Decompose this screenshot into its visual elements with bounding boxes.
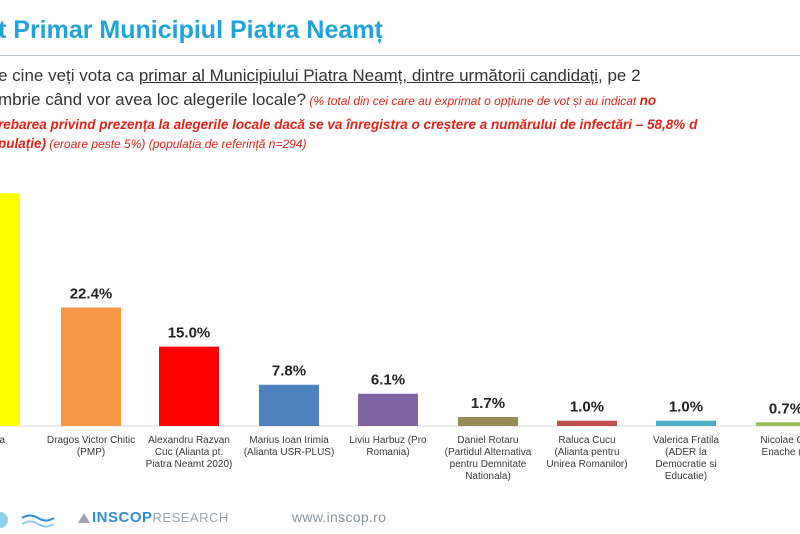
category-label-0: abelea) (0, 435, 5, 458)
question-line-2: mbrie când vor avea loc alegerile locale… (0, 90, 656, 110)
category-label-3: Marius Ioan Irimia (Alianta USR-PLUS) (244, 435, 335, 458)
note-line-3: rebarea privind prezența la alegerile lo… (0, 117, 698, 132)
category-label-7: Valerica Fratila (ADER la Democratie si Edu… (653, 435, 719, 482)
brand-logo: INSCOPRESEARCH (92, 509, 229, 526)
page-title: t Primar Municipiul Piatra Neamț (0, 16, 383, 44)
brand-name: INSCOP (92, 509, 153, 526)
category-label-line: Dragos Victor Chitic (47, 435, 135, 446)
category-label-line: Daniel Rotaru (457, 435, 518, 446)
website-link[interactable]: www.inscop.ro (292, 509, 387, 525)
note-line-4: pulație) (eroare peste 5%) (populația de… (0, 135, 307, 153)
bar-value-label-8: 0.7% (769, 400, 800, 417)
category-label-line: (Partidul Alternativa (445, 447, 532, 458)
note-text-a: (% total din cei care au exprimat o opți… (306, 94, 640, 108)
category-label-line: Educatie) (665, 471, 707, 482)
category-label-line: Democratie si (655, 459, 716, 470)
category-label-1: Dragos Victor Chitic (PMP) (47, 435, 135, 458)
brand-suffix: RESEARCH (152, 510, 229, 525)
category-label-line: Romania) (366, 447, 409, 458)
question-text-c: mbrie când vor avea loc alegerile locale… (0, 90, 307, 109)
category-label-6: Raluca Cucu (Alianta pentru Unirea Romanil… (546, 435, 627, 470)
inscop-logo-icon (78, 513, 90, 523)
title-divider (0, 55, 800, 56)
question-text-underlined: primar al Municipiului Piatra Neamț, din… (138, 66, 598, 85)
category-label-line: Alexandru Razvan (148, 435, 230, 446)
bar-2 (159, 346, 219, 426)
note-text-bold-b: pulație) (0, 136, 47, 151)
category-label-8: Nicolae CipEnache (Al (760, 435, 800, 458)
question-text-b: , pe 2 (598, 66, 641, 85)
category-label-line: (PMP) (77, 447, 105, 458)
category-label-line: Unirea Romanilor) (546, 459, 627, 470)
note-text-b: (eroare peste 5%) (populația de referinț… (46, 137, 307, 151)
category-label-4: Liviu Harbuz (Pro Romania) (349, 435, 427, 458)
bar-value-label-7: 1.0% (669, 399, 703, 416)
left-logo-icon (0, 512, 8, 528)
category-label-line: (Alianta USR-PLUS) (244, 447, 335, 458)
bar-value-label-6: 1.0% (570, 399, 604, 416)
bar-value-label-1: 22.4% (70, 286, 113, 303)
question-text-a: e cine veți vota ca (0, 66, 139, 85)
question-line-1: e cine veți vota ca primar al Municipiul… (0, 66, 641, 86)
category-label-line: Raluca Cucu (558, 435, 615, 446)
note-text-bold-a: no (639, 93, 657, 108)
category-label-line: Nationala) (465, 471, 511, 482)
category-label-5: Daniel Rotaru (Partidul Alternativa pentru… (445, 435, 532, 482)
bar-7 (656, 420, 716, 426)
bar-5 (458, 417, 518, 426)
bar-value-label-3: 7.8% (272, 363, 306, 380)
bar-3 (259, 384, 319, 426)
category-label-line: Valerica Fratila (653, 435, 719, 446)
bar-chart: %abelea)22.4%Dragos Victor Chitic(PMP)15… (0, 193, 800, 482)
bar-6 (557, 420, 617, 426)
bar-0 (0, 193, 20, 426)
category-label-line: abelea (0, 435, 5, 446)
bar-value-label-5: 1.7% (471, 395, 505, 412)
category-label-line: Cuc (Alianta pt. (155, 447, 223, 458)
bar-value-label-4: 6.1% (371, 372, 405, 389)
bar-1 (61, 307, 121, 426)
category-label-line: Enache (Al (762, 447, 800, 458)
category-label-line: (ADER la (665, 447, 707, 458)
category-label-2: Alexandru Razvan Cuc (Alianta pt. Piatra N… (146, 435, 233, 470)
wave-logo-icon (21, 514, 55, 528)
category-label-line: pentru Demnitate (450, 459, 527, 470)
bar-value-label-2: 15.0% (168, 325, 211, 342)
bar-8 (756, 422, 800, 426)
category-label-line: Nicolae Cip (760, 435, 800, 446)
category-label-line: Piatra Neamt 2020) (146, 459, 233, 470)
category-label-line: Liviu Harbuz (Pro (349, 435, 427, 446)
category-label-line: (Alianta pentru (554, 447, 619, 458)
category-label-line: Marius Ioan Irimia (249, 435, 329, 446)
bar-4 (358, 393, 418, 426)
